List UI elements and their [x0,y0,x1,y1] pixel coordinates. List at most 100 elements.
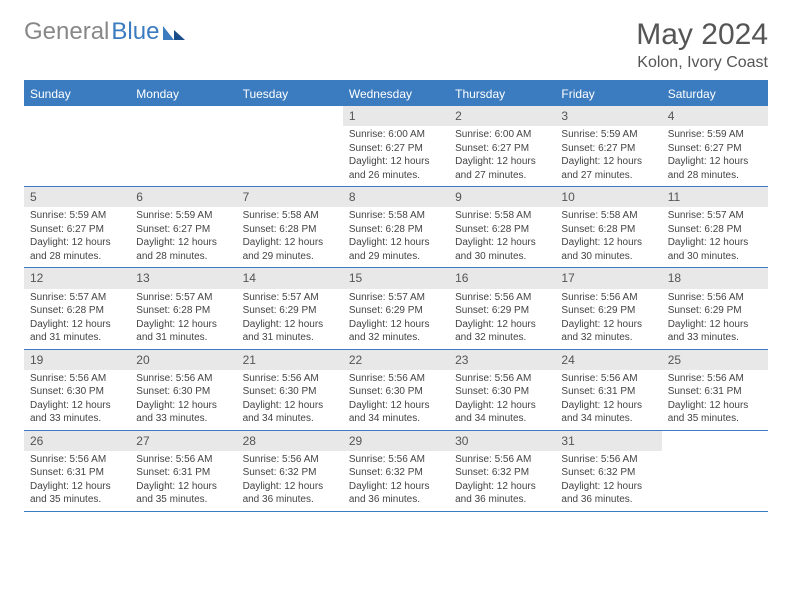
day-info: Sunrise: 5:56 AMSunset: 6:31 PMDaylight:… [130,451,236,511]
day-number: 25 [662,350,768,370]
sail-icon [163,24,185,40]
daylight-text: Daylight: 12 hours and 30 minutes. [668,236,762,263]
day-of-week-header: Monday [130,82,236,106]
day-number: 31 [555,431,661,451]
sunset-text: Sunset: 6:32 PM [243,466,337,480]
sunset-text: Sunset: 6:28 PM [243,223,337,237]
daylight-text: Daylight: 12 hours and 27 minutes. [561,155,655,182]
day-cell: 22Sunrise: 5:56 AMSunset: 6:30 PMDayligh… [343,350,449,430]
day-number: 30 [449,431,555,451]
daylight-text: Daylight: 12 hours and 29 minutes. [243,236,337,263]
sunset-text: Sunset: 6:29 PM [668,304,762,318]
daylight-text: Daylight: 12 hours and 31 minutes. [136,318,230,345]
day-cell: 18Sunrise: 5:56 AMSunset: 6:29 PMDayligh… [662,268,768,348]
daylight-text: Daylight: 12 hours and 34 minutes. [561,399,655,426]
sunset-text: Sunset: 6:30 PM [455,385,549,399]
day-number: 17 [555,268,661,288]
day-number: 4 [662,106,768,126]
sunset-text: Sunset: 6:27 PM [668,142,762,156]
daylight-text: Daylight: 12 hours and 35 minutes. [136,480,230,507]
day-number: 8 [343,187,449,207]
day-cell [662,431,768,511]
sunrise-text: Sunrise: 5:56 AM [136,372,230,386]
day-number: 10 [555,187,661,207]
daylight-text: Daylight: 12 hours and 33 minutes. [136,399,230,426]
sunrise-text: Sunrise: 5:57 AM [243,291,337,305]
day-info: Sunrise: 5:56 AMSunset: 6:30 PMDaylight:… [237,370,343,430]
day-info: Sunrise: 5:56 AMSunset: 6:29 PMDaylight:… [662,289,768,349]
sunset-text: Sunset: 6:28 PM [136,304,230,318]
day-number: 6 [130,187,236,207]
day-number: 19 [24,350,130,370]
daylight-text: Daylight: 12 hours and 35 minutes. [668,399,762,426]
day-info: Sunrise: 5:59 AMSunset: 6:27 PMDaylight:… [130,207,236,267]
sunrise-text: Sunrise: 5:57 AM [349,291,443,305]
sunset-text: Sunset: 6:32 PM [455,466,549,480]
day-cell: 31Sunrise: 5:56 AMSunset: 6:32 PMDayligh… [555,431,661,511]
day-info: Sunrise: 5:56 AMSunset: 6:32 PMDaylight:… [237,451,343,511]
sunset-text: Sunset: 6:29 PM [455,304,549,318]
day-number [24,106,130,110]
brand-part2: Blue [111,18,159,46]
sunset-text: Sunset: 6:31 PM [30,466,124,480]
day-number: 29 [343,431,449,451]
sunset-text: Sunset: 6:27 PM [349,142,443,156]
daylight-text: Daylight: 12 hours and 36 minutes. [455,480,549,507]
day-cell: 23 Sunrise: 5:56 AMSunset: 6:30 PMDayligh… [449,350,555,430]
week-row: 1Sunrise: 6:00 AMSunset: 6:27 PMDaylight… [24,106,768,187]
sunset-text: Sunset: 6:32 PM [561,466,655,480]
day-of-week-header: Friday [555,82,661,106]
day-cell: 30Sunrise: 5:56 AMSunset: 6:32 PMDayligh… [449,431,555,511]
day-number: 23 [449,350,555,370]
daylight-text: Daylight: 12 hours and 28 minutes. [668,155,762,182]
day-cell: 2Sunrise: 6:00 AMSunset: 6:27 PMDaylight… [449,106,555,186]
sunrise-text: Sunrise: 5:56 AM [455,372,549,386]
day-info: Sunrise: 5:57 AMSunset: 6:29 PMDaylight:… [237,289,343,349]
day-info: Sunrise: 5:58 AMSunset: 6:28 PMDaylight:… [343,207,449,267]
day-cell: 6Sunrise: 5:59 AMSunset: 6:27 PMDaylight… [130,187,236,267]
day-info: Sunrise: 5:58 AMSunset: 6:28 PMDaylight:… [555,207,661,267]
sunrise-text: Sunrise: 5:58 AM [243,209,337,223]
day-cell: 24Sunrise: 5:56 AMSunset: 6:31 PMDayligh… [555,350,661,430]
daylight-text: Daylight: 12 hours and 32 minutes. [349,318,443,345]
day-number: 12 [24,268,130,288]
day-cell: 9Sunrise: 5:58 AMSunset: 6:28 PMDaylight… [449,187,555,267]
day-info: Sunrise: 5:56 AMSunset: 6:30 PMDaylight:… [343,370,449,430]
day-of-week-row: SundayMondayTuesdayWednesdayThursdayFrid… [24,82,768,106]
sunset-text: Sunset: 6:28 PM [455,223,549,237]
sunrise-text: Sunrise: 5:57 AM [668,209,762,223]
daylight-text: Daylight: 12 hours and 34 minutes. [349,399,443,426]
daylight-text: Daylight: 12 hours and 34 minutes. [455,399,549,426]
day-number: 11 [662,187,768,207]
day-number [130,106,236,110]
day-info: Sunrise: 5:58 AMSunset: 6:28 PMDaylight:… [237,207,343,267]
day-cell: 10Sunrise: 5:58 AMSunset: 6:28 PMDayligh… [555,187,661,267]
day-cell: 17Sunrise: 5:56 AMSunset: 6:29 PMDayligh… [555,268,661,348]
day-number: 13 [130,268,236,288]
sunset-text: Sunset: 6:27 PM [455,142,549,156]
day-number: 28 [237,431,343,451]
sunrise-text: Sunrise: 5:57 AM [30,291,124,305]
week-row: 26Sunrise: 5:56 AMSunset: 6:31 PMDayligh… [24,431,768,512]
sunset-text: Sunset: 6:29 PM [243,304,337,318]
day-cell: 5Sunrise: 5:59 AMSunset: 6:27 PMDaylight… [24,187,130,267]
sunset-text: Sunset: 6:27 PM [561,142,655,156]
day-number: 3 [555,106,661,126]
daylight-text: Daylight: 12 hours and 26 minutes. [349,155,443,182]
sunrise-text: Sunrise: 5:56 AM [243,372,337,386]
day-info: Sunrise: 5:59 AMSunset: 6:27 PMDaylight:… [24,207,130,267]
week-row: 12Sunrise: 5:57 AMSunset: 6:28 PMDayligh… [24,268,768,349]
day-cell: 25Sunrise: 5:56 AMSunset: 6:31 PMDayligh… [662,350,768,430]
day-cell: 28Sunrise: 5:56 AMSunset: 6:32 PMDayligh… [237,431,343,511]
sunrise-text: Sunrise: 5:56 AM [455,291,549,305]
sunrise-text: Sunrise: 5:56 AM [561,372,655,386]
week-row: 19Sunrise: 5:56 AMSunset: 6:30 PMDayligh… [24,350,768,431]
day-info: Sunrise: 6:00 AMSunset: 6:27 PMDaylight:… [449,126,555,186]
sunset-text: Sunset: 6:32 PM [349,466,443,480]
day-cell: 8Sunrise: 5:58 AMSunset: 6:28 PMDaylight… [343,187,449,267]
day-cell: 19Sunrise: 5:56 AMSunset: 6:30 PMDayligh… [24,350,130,430]
sunrise-text: Sunrise: 5:57 AM [136,291,230,305]
day-info: Sunrise: 5:56 AMSunset: 6:32 PMDaylight:… [343,451,449,511]
sunset-text: Sunset: 6:28 PM [349,223,443,237]
sunset-text: Sunset: 6:28 PM [561,223,655,237]
